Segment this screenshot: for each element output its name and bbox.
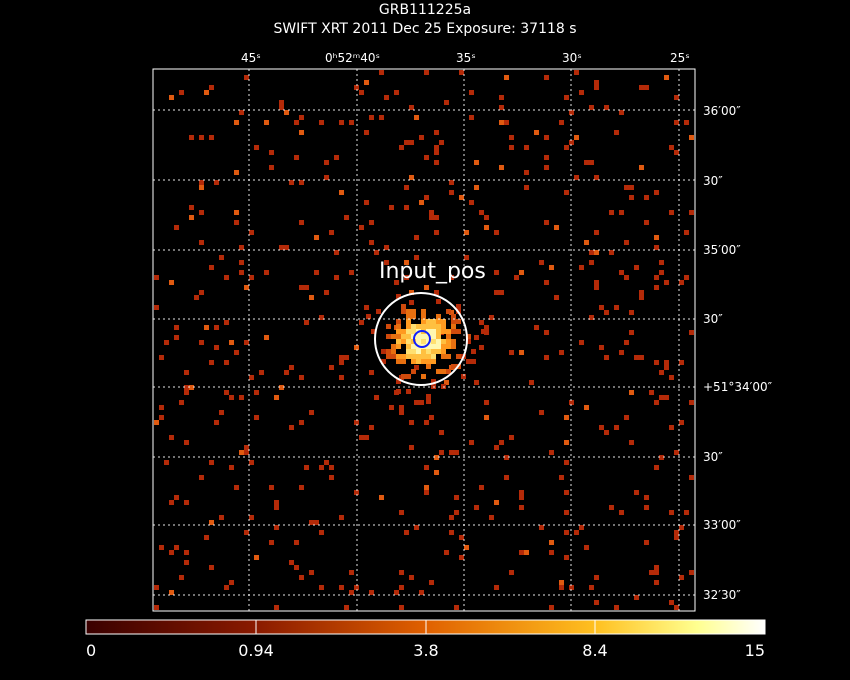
dec-tick-label: +51°34′00″ xyxy=(703,380,773,394)
photon-pixels xyxy=(154,70,694,610)
position-error-circle xyxy=(413,330,431,348)
dec-tick-label: 30″ xyxy=(703,450,723,464)
dec-tick-label: 30″ xyxy=(703,312,723,326)
colorbar-tick-label: 8.4 xyxy=(582,641,608,660)
colorbar-tick-label: 3.8 xyxy=(413,641,439,660)
dec-tick-label: 30″ xyxy=(703,174,723,188)
ra-tick-label: 25ˢ xyxy=(670,51,690,65)
colorbar-tick-label: 15 xyxy=(744,641,765,660)
image-subtitle: SWIFT XRT 2011 Dec 25 Exposure: 37118 s xyxy=(273,21,577,37)
image-frame xyxy=(152,68,696,612)
ra-tick-label: 35ˢ xyxy=(456,51,476,65)
source-label: Input_pos xyxy=(379,259,486,284)
dec-tick-label: 36′00″ xyxy=(703,104,741,118)
ra-tick-label: 30ˢ xyxy=(562,51,582,65)
ra-tick-label: 45ˢ xyxy=(241,51,261,65)
dec-tick-label: 33′00″ xyxy=(703,518,741,532)
image-title: GRB111225a xyxy=(378,2,472,18)
colorbar-tick-label: 0 xyxy=(86,641,97,660)
source-region-circle xyxy=(374,292,468,386)
dec-tick-label: 32′30″ xyxy=(703,588,741,602)
dec-tick-label: 35′00″ xyxy=(703,243,741,257)
coordinate-grid xyxy=(153,69,695,611)
colorbar-tick-label: 0.94 xyxy=(238,641,274,660)
ra-tick-label: 0ʰ52ᵐ40ˢ xyxy=(325,51,380,65)
